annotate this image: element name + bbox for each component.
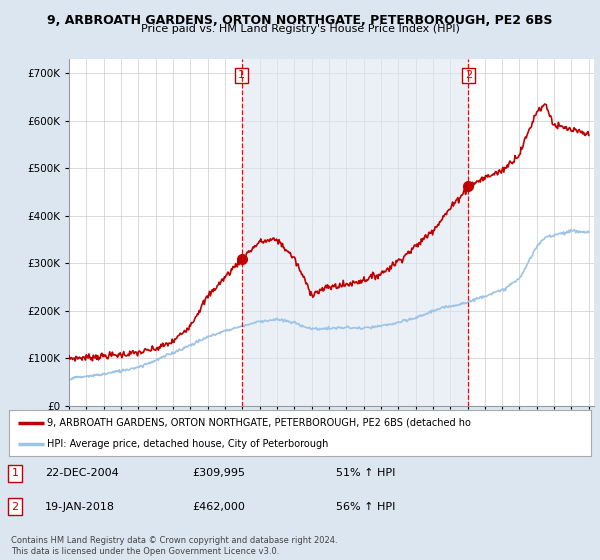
Text: £309,995: £309,995 xyxy=(192,468,245,478)
Text: £462,000: £462,000 xyxy=(192,502,245,512)
Text: 9, ARBROATH GARDENS, ORTON NORTHGATE, PETERBOROUGH, PE2 6BS (detached ho: 9, ARBROATH GARDENS, ORTON NORTHGATE, PE… xyxy=(47,418,471,428)
Text: 1: 1 xyxy=(11,468,19,478)
Text: Price paid vs. HM Land Registry's House Price Index (HPI): Price paid vs. HM Land Registry's House … xyxy=(140,24,460,34)
Text: 22-DEC-2004: 22-DEC-2004 xyxy=(45,468,119,478)
Text: HPI: Average price, detached house, City of Peterborough: HPI: Average price, detached house, City… xyxy=(47,439,328,449)
Text: 2: 2 xyxy=(11,502,19,512)
Bar xyxy=(242,59,469,406)
Text: 9, ARBROATH GARDENS, ORTON NORTHGATE, PETERBOROUGH, PE2 6BS: 9, ARBROATH GARDENS, ORTON NORTHGATE, PE… xyxy=(47,14,553,27)
Text: 2: 2 xyxy=(465,71,472,81)
Text: 51% ↑ HPI: 51% ↑ HPI xyxy=(336,468,395,478)
Text: Contains HM Land Registry data © Crown copyright and database right 2024.
This d: Contains HM Land Registry data © Crown c… xyxy=(11,536,337,556)
Text: 56% ↑ HPI: 56% ↑ HPI xyxy=(336,502,395,512)
Text: 1: 1 xyxy=(238,71,245,81)
Text: 19-JAN-2018: 19-JAN-2018 xyxy=(45,502,115,512)
